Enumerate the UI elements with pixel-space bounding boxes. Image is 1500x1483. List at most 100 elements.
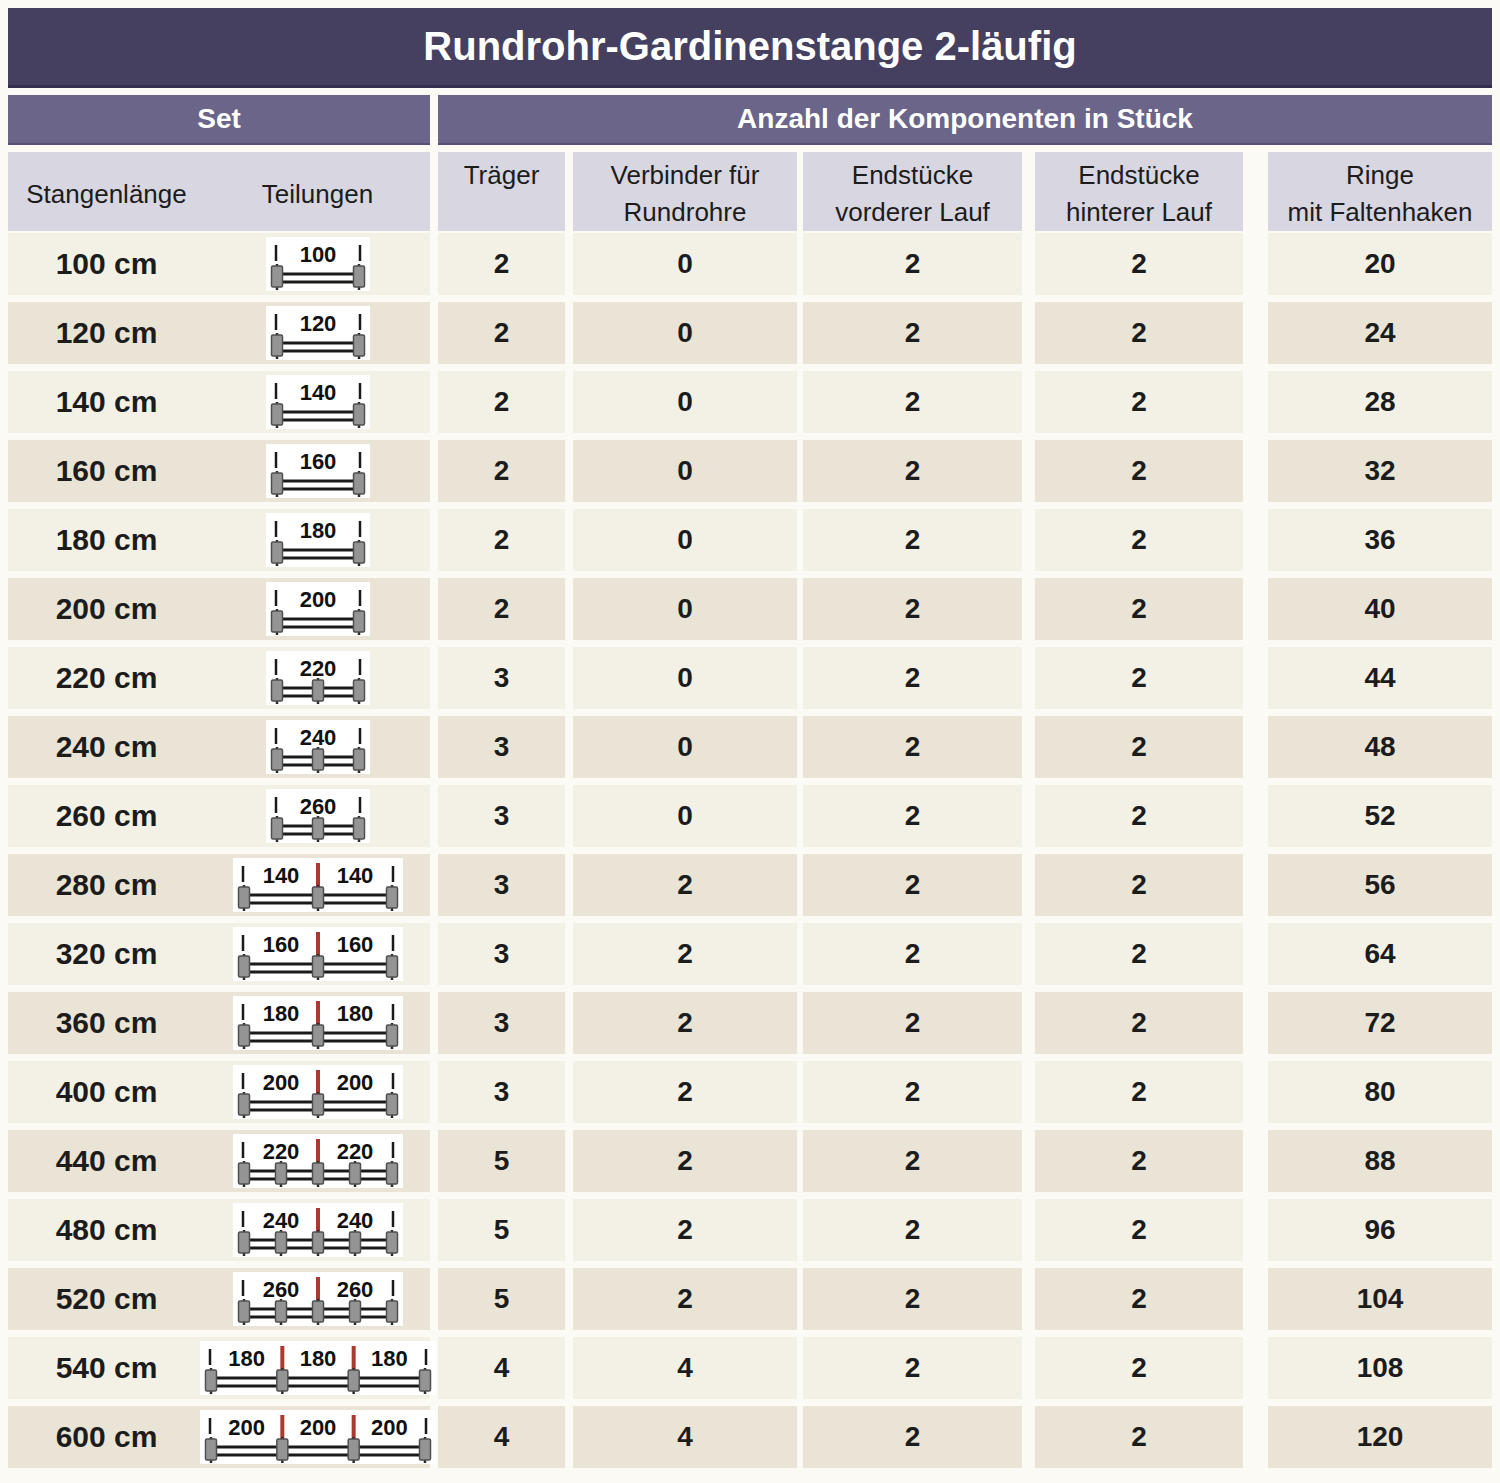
- rod-diagram-icon: 240240: [233, 1203, 403, 1257]
- verbinder-value: 4: [573, 1406, 797, 1468]
- traeger-value: 3: [438, 785, 565, 847]
- verbinder-value: 2: [573, 854, 797, 916]
- ringe-value: 48: [1268, 716, 1492, 778]
- stangenlaenge-value: 440 cm: [8, 1144, 205, 1178]
- endstuecke-vorderer-value: 2: [803, 1406, 1022, 1468]
- set-cell: 120 cm 120: [8, 302, 430, 364]
- ringe-value: 44: [1268, 647, 1492, 709]
- endstuecke-hinterer-value: 2: [1035, 440, 1243, 502]
- ringe-value: 36: [1268, 509, 1492, 571]
- column-header-stangenlaenge: Stangenlänge: [8, 176, 205, 213]
- ringe-value: 24: [1268, 302, 1492, 364]
- traeger-value: 3: [438, 647, 565, 709]
- svg-text:220: 220: [336, 1139, 373, 1164]
- verbinder-value: 0: [573, 578, 797, 640]
- teilungen-cell: 100: [205, 237, 430, 291]
- teilungen-cell: 180: [205, 513, 430, 567]
- column-header-endstuecke-hinterer: Endstücke hinterer Lauf: [1035, 152, 1243, 231]
- set-cell: 360 cm 180180: [8, 992, 430, 1054]
- table-row: 360 cm 180180 3 2 2 2 72: [8, 992, 1492, 1054]
- table-row: 480 cm 240240 5 2 2 2 96: [8, 1199, 1492, 1261]
- svg-text:120: 120: [299, 311, 336, 336]
- endstuecke-hinterer-value: 2: [1035, 1268, 1243, 1330]
- teilungen-cell: 260260: [205, 1272, 430, 1326]
- table-row: 400 cm 200200 3 2 2 2 80: [8, 1061, 1492, 1123]
- verbinder-value: 2: [573, 1130, 797, 1192]
- rod-diagram-icon: 240: [266, 720, 370, 774]
- table-row: 240 cm 240 3 0 2 2 48: [8, 716, 1492, 778]
- stangenlaenge-value: 220 cm: [8, 661, 205, 695]
- rod-diagram-icon: 260260: [233, 1272, 403, 1326]
- set-cell: 100 cm 100: [8, 233, 430, 295]
- column-header-verbinder: Verbinder für Rundrohre: [573, 152, 797, 231]
- verbinder-value: 0: [573, 647, 797, 709]
- endstuecke-hinterer-value: 2: [1035, 371, 1243, 433]
- svg-text:160: 160: [336, 932, 373, 957]
- rod-diagram-icon: 200200200: [200, 1410, 436, 1464]
- table-row: 100 cm 100 2 0 2 2 20: [8, 233, 1492, 295]
- group-header-set: Set: [8, 95, 430, 145]
- svg-text:220: 220: [262, 1139, 299, 1164]
- set-cell: 280 cm 140140: [8, 854, 430, 916]
- stangenlaenge-value: 260 cm: [8, 799, 205, 833]
- endstuecke-vorderer-value: 2: [803, 992, 1022, 1054]
- endstuecke-vorderer-value: 2: [803, 647, 1022, 709]
- traeger-value: 2: [438, 233, 565, 295]
- svg-text:180: 180: [262, 1001, 299, 1026]
- rod-diagram-icon: 180180180: [200, 1341, 436, 1395]
- ringe-value: 40: [1268, 578, 1492, 640]
- endstuecke-vorderer-value: 2: [803, 509, 1022, 571]
- svg-text:260: 260: [299, 794, 336, 819]
- page-title: Rundrohr-Gardinenstange 2-läufig: [8, 8, 1492, 88]
- column-header-row: Stangenlänge Teilungen Träger Verbinder …: [8, 152, 1492, 229]
- endstuecke-hinterer-value: 2: [1035, 509, 1243, 571]
- svg-text:100: 100: [299, 242, 336, 267]
- set-cell: 220 cm 220: [8, 647, 430, 709]
- set-cell: 260 cm 260: [8, 785, 430, 847]
- verbinder-value: 0: [573, 785, 797, 847]
- column-header-teilungen: Teilungen: [205, 176, 430, 213]
- stangenlaenge-value: 360 cm: [8, 1006, 205, 1040]
- ringe-value: 72: [1268, 992, 1492, 1054]
- teilungen-cell: 120: [205, 306, 430, 360]
- stangenlaenge-value: 240 cm: [8, 730, 205, 764]
- set-cell: 400 cm 200200: [8, 1061, 430, 1123]
- set-cell: 440 cm 220 220: [8, 1130, 430, 1192]
- table-row: 260 cm 260 3 0 2 2 52: [8, 785, 1492, 847]
- ringe-value: 52: [1268, 785, 1492, 847]
- column-header-traeger: Träger: [438, 152, 565, 231]
- traeger-value: 2: [438, 371, 565, 433]
- svg-text:200: 200: [262, 1070, 299, 1095]
- table-row: 520 cm 260260 5 2 2 2 104: [8, 1268, 1492, 1330]
- teilungen-cell: 220 220: [205, 1134, 430, 1188]
- svg-text:200: 200: [299, 587, 336, 612]
- svg-text:200: 200: [299, 1415, 336, 1440]
- verbinder-value: 0: [573, 302, 797, 364]
- set-cell: 200 cm 200: [8, 578, 430, 640]
- rod-diagram-icon: 220 220: [233, 1134, 403, 1188]
- endstuecke-hinterer-value: 2: [1035, 578, 1243, 640]
- endstuecke-hinterer-value: 2: [1035, 716, 1243, 778]
- column-header-ringe: Ringe mit Faltenhaken: [1268, 152, 1492, 231]
- verbinder-value: 0: [573, 509, 797, 571]
- table-row: 220 cm 220 3 0 2 2 44: [8, 647, 1492, 709]
- svg-text:200: 200: [370, 1415, 407, 1440]
- traeger-value: 3: [438, 854, 565, 916]
- traeger-value: 3: [438, 992, 565, 1054]
- endstuecke-hinterer-value: 2: [1035, 992, 1243, 1054]
- svg-text:260: 260: [262, 1277, 299, 1302]
- svg-text:180: 180: [299, 518, 336, 543]
- stangenlaenge-value: 320 cm: [8, 937, 205, 971]
- traeger-value: 3: [438, 716, 565, 778]
- verbinder-value: 2: [573, 992, 797, 1054]
- teilungen-cell: 180180: [205, 996, 430, 1050]
- endstuecke-vorderer-value: 2: [803, 1199, 1022, 1261]
- ringe-value: 104: [1268, 1268, 1492, 1330]
- teilungen-cell: 140140: [205, 858, 430, 912]
- verbinder-value: 2: [573, 1061, 797, 1123]
- table-row: 600 cm 200200200 4 4 2 2 120: [8, 1406, 1492, 1468]
- traeger-value: 5: [438, 1199, 565, 1261]
- table-row: 120 cm 120 2 0 2 2 24: [8, 302, 1492, 364]
- teilungen-cell: 160: [205, 444, 430, 498]
- ringe-value: 28: [1268, 371, 1492, 433]
